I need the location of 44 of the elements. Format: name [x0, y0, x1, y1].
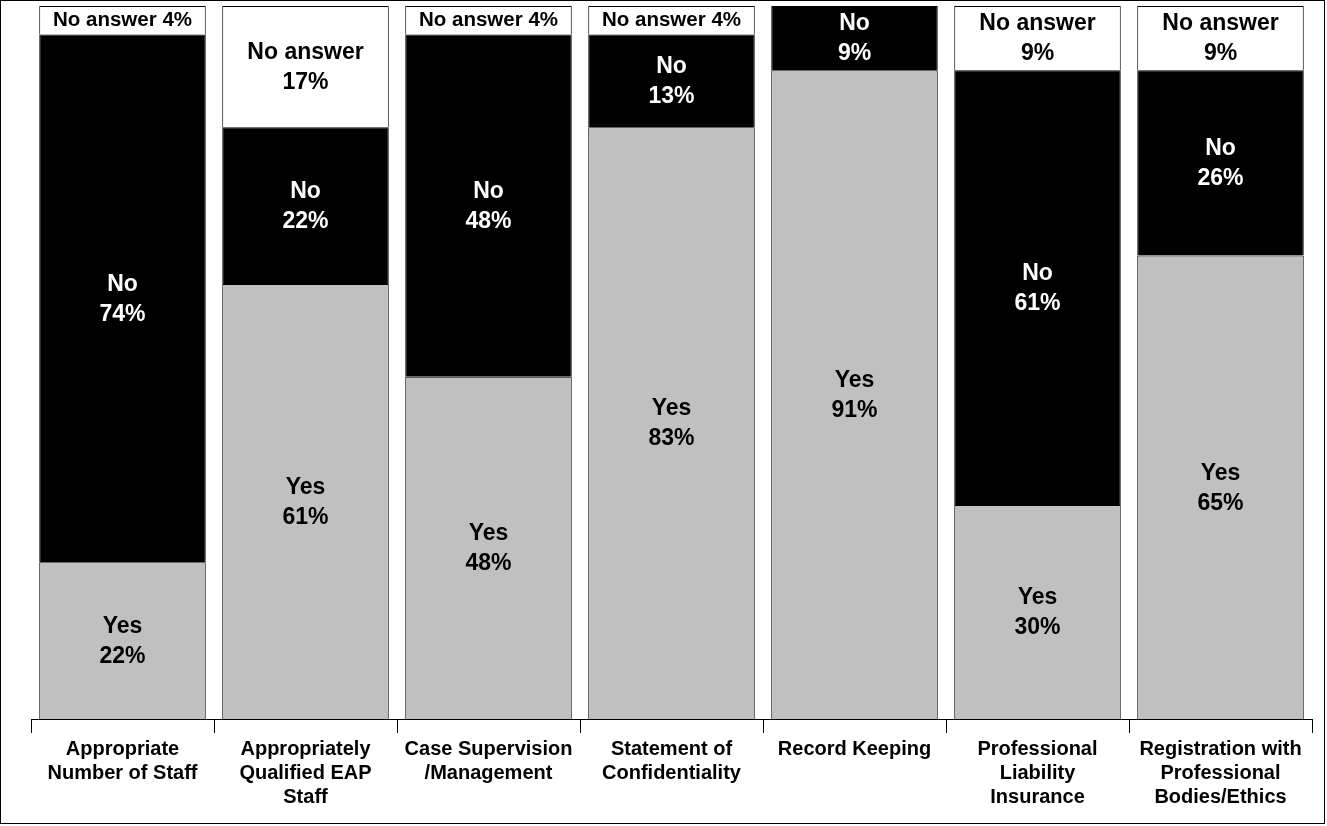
- data-label: 9%: [1020, 39, 1055, 66]
- series-label: No answer: [979, 9, 1096, 36]
- data-label: 61%: [282, 502, 329, 529]
- text: No answer: [1162, 9, 1279, 36]
- data-label: 22%: [282, 206, 329, 233]
- text: No: [656, 52, 687, 79]
- x-tick-label: Appropriate Number of Staff: [47, 736, 198, 783]
- data-label: 9%: [837, 39, 872, 66]
- data-label: 26%: [1197, 164, 1244, 191]
- text: No answer 4%: [52, 6, 193, 30]
- text: Yes: [1200, 458, 1241, 485]
- text: Yes: [651, 394, 692, 421]
- text: No: [290, 176, 321, 203]
- text: No answer 4%: [601, 6, 742, 30]
- text: Yes: [285, 472, 326, 499]
- x-tick-label: Registration with Professional Bodies/Ethics: [1139, 736, 1302, 807]
- text: No: [473, 176, 504, 203]
- x-tick-label: Case Supervision /Management: [404, 736, 573, 783]
- x-tick-label: Record Keeping: [777, 736, 932, 759]
- data-label: 17%: [282, 67, 329, 94]
- data-label: 65%: [1197, 488, 1244, 515]
- data-label: 30%: [1014, 613, 1061, 640]
- data-label: 74%: [99, 299, 146, 326]
- data-label: 13%: [648, 82, 695, 109]
- data-label: 48%: [465, 549, 512, 576]
- data-label: 22%: [99, 641, 146, 668]
- data-label: 83%: [648, 424, 695, 451]
- data-label: 61%: [1014, 288, 1061, 315]
- text: No answer 4%: [418, 6, 559, 30]
- series-label: No: [839, 9, 870, 36]
- text: Yes: [468, 519, 509, 546]
- text: Yes: [1017, 583, 1058, 610]
- series-label: Yes: [102, 611, 143, 638]
- text: No: [1205, 134, 1236, 161]
- data-label: 91%: [831, 395, 878, 422]
- text: No answer: [247, 37, 364, 64]
- x-tick-label: Professional Liability Insurance: [977, 736, 1098, 807]
- text: No: [107, 269, 138, 296]
- x-tick-label: Statement of Confidentiality: [602, 736, 742, 783]
- text: Yes: [834, 365, 875, 392]
- x-tick-label: Appropriately Qualified EAP Staff: [239, 736, 372, 807]
- data-label: 9%: [1203, 39, 1238, 66]
- text: No: [1022, 258, 1053, 285]
- data-label: 48%: [465, 206, 512, 233]
